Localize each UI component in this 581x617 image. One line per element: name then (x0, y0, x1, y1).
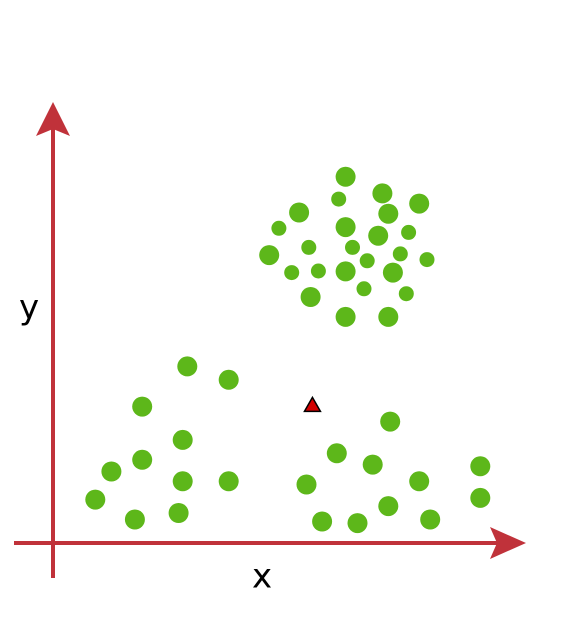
data-point (301, 239, 317, 255)
data-point (271, 220, 287, 236)
data-point (218, 471, 239, 492)
data-point (312, 511, 333, 532)
data-point (382, 262, 403, 283)
data-point (398, 286, 414, 302)
data-point (470, 456, 491, 477)
data-point (335, 261, 356, 282)
data-point (359, 253, 375, 269)
data-point (335, 217, 356, 238)
data-point (124, 509, 145, 530)
data-point (326, 443, 347, 464)
data-point (172, 471, 193, 492)
data-point (85, 489, 106, 510)
data-point (101, 461, 122, 482)
data-point (331, 191, 347, 207)
marker-layer (303, 395, 322, 413)
data-point (284, 265, 300, 281)
data-point (362, 454, 383, 475)
data-point (132, 396, 153, 417)
data-point (368, 225, 389, 246)
x-axis-arrowhead (490, 527, 526, 559)
data-point (300, 287, 321, 307)
data-point (409, 471, 430, 492)
data-point (345, 239, 360, 255)
data-point (132, 449, 153, 470)
data-point (168, 503, 189, 523)
data-point (289, 202, 310, 223)
data-point (378, 306, 399, 327)
data-point (310, 263, 326, 279)
y-axis-arrowhead (36, 102, 70, 136)
data-point (409, 193, 430, 214)
points-layer (85, 166, 491, 534)
data-point (419, 252, 435, 268)
data-point (177, 356, 198, 377)
data-point (347, 513, 368, 534)
data-point (378, 203, 399, 224)
data-point (392, 246, 408, 262)
data-point (380, 411, 401, 432)
y-axis-label: y (19, 288, 39, 328)
data-point (172, 429, 193, 450)
centroid-marker (303, 395, 322, 413)
data-point (356, 281, 372, 297)
data-point (296, 474, 317, 495)
data-point (401, 224, 417, 240)
data-point (470, 487, 491, 508)
data-point (372, 183, 393, 204)
data-point (378, 496, 399, 517)
data-point (259, 245, 280, 266)
data-point (335, 306, 356, 327)
x-axis-label: x (252, 557, 272, 597)
data-point (335, 166, 356, 187)
data-point (420, 509, 441, 530)
data-point (218, 369, 239, 390)
